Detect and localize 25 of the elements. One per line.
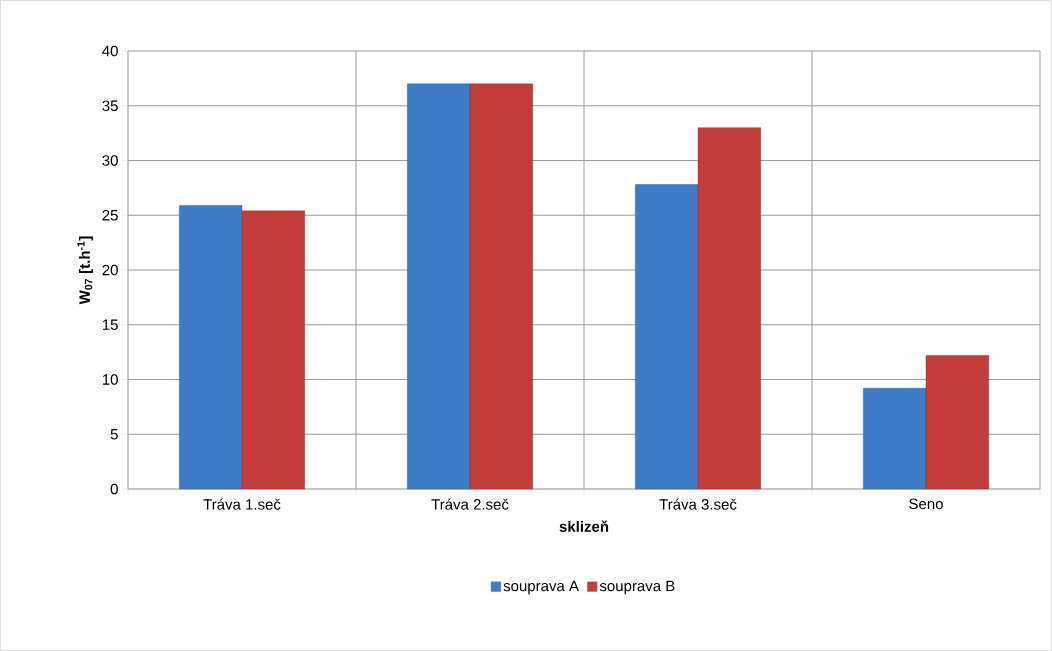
y-tick-label: 30: [102, 155, 118, 166]
y-tick-label: 25: [102, 209, 118, 221]
bar: [863, 388, 927, 490]
bar: [241, 210, 305, 490]
legend-label: souprava B: [599, 580, 675, 595]
x-tick-label: Seno: [909, 498, 943, 510]
bar: [179, 205, 243, 490]
y-tick-label: 35: [102, 100, 118, 112]
legend-label: souprava A: [503, 580, 579, 595]
x-tick-label: Tráva 1.seč: [203, 498, 281, 510]
text: W$_{07}$ [t.h$^{-1}$]: [77, 236, 93, 305]
bar: [407, 83, 471, 490]
y-tick-label: 15: [102, 319, 118, 330]
y-tick-label: 10: [102, 374, 118, 385]
y-tick-label: 0: [110, 483, 118, 495]
bar: [635, 184, 699, 490]
x-axis-title: sklizeň: [559, 520, 609, 532]
bar: [925, 355, 989, 490]
bar: [469, 83, 533, 490]
y-tick-label: 40: [102, 45, 118, 57]
x-tick-label: Tráva 3.seč: [659, 498, 737, 510]
x-tick-label: Tráva 2.seč: [431, 498, 509, 510]
bar: [697, 127, 761, 490]
y-tick-label: 20: [102, 264, 118, 276]
y-tick-label: 5: [110, 429, 118, 440]
